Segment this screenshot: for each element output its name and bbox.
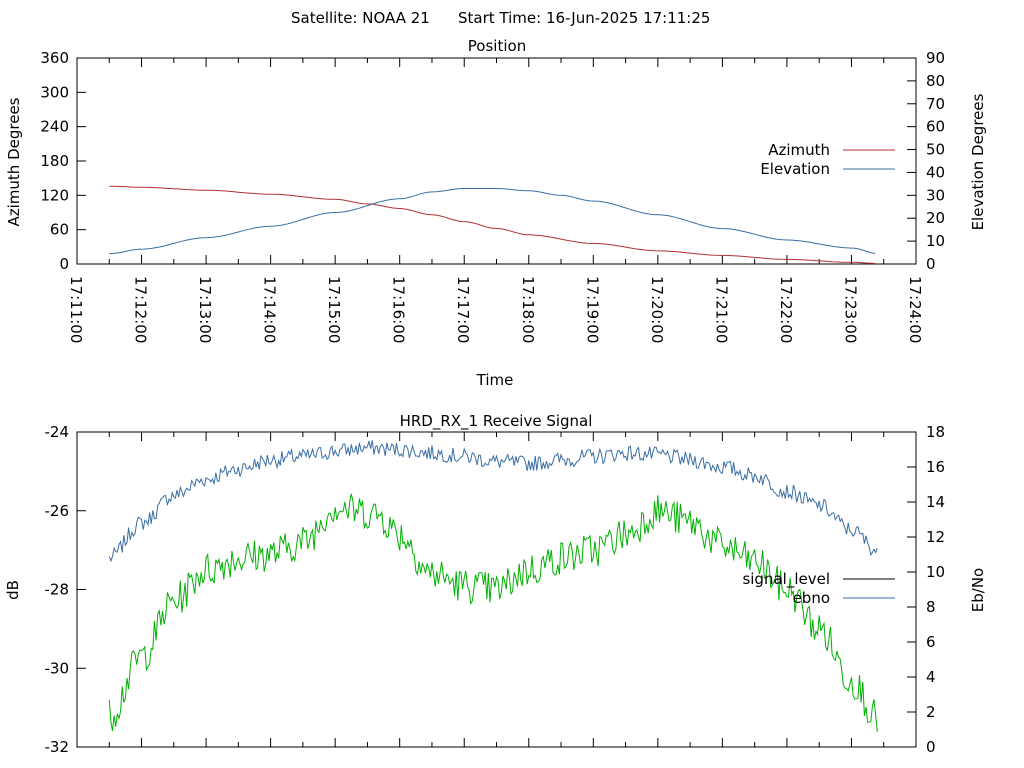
y-right-tick-label: 14 [926,493,945,511]
x-tick-label: 17:21:00 [712,276,730,343]
x-tick-label: 17:20:00 [648,276,666,343]
satellite-name: Satellite: NOAA 21 [291,9,430,27]
position-x-axis-label: Time [476,371,514,389]
y-left-tick-label: 0 [59,255,69,273]
azimuth-axis-label: Azimuth Degrees [5,97,23,226]
y-right-tick-label: 12 [926,528,945,546]
y-right-tick-label: 80 [926,72,945,90]
y-right-tick-label: 10 [926,232,945,250]
y-right-tick-label: 70 [926,95,945,113]
y-left-tick-label: 300 [40,83,69,101]
y-left-tick-label: -26 [45,502,70,520]
y-right-tick-label: 0 [926,255,936,273]
series-line-signal [108,493,878,732]
y-right-tick-label: 40 [926,163,945,181]
x-tick-label: 17:11:00 [67,276,85,343]
x-tick-label: 17:16:00 [390,276,408,343]
y-left-tick-label: -30 [45,659,70,677]
x-tick-label: 17:19:00 [583,276,601,343]
ebno-axis-label: Eb/No [969,568,987,612]
y-right-tick-label: 20 [926,209,945,227]
y-right-tick-label: 60 [926,118,945,136]
y-right-tick-label: 10 [926,563,945,581]
y-right-tick-label: 16 [926,458,945,476]
legend-label-signal-level: signal_level [742,570,830,589]
y-right-tick-label: 4 [926,668,936,686]
y-right-tick-label: 50 [926,141,945,159]
y-left-tick-label: 60 [50,221,69,239]
db-axis-label: dB [4,580,22,600]
series-line-Azimuth [109,185,876,264]
legend-label-Elevation: Elevation [760,160,830,178]
legend-label-ebno: ebno [793,589,830,607]
x-tick-label: 17:14:00 [261,276,279,343]
x-tick-label: 17:13:00 [196,276,214,343]
y-left-tick-label: 240 [40,118,69,136]
series-line-Elevation [109,188,876,255]
x-tick-label: 17:18:00 [519,276,537,343]
y-right-tick-label: 6 [926,633,936,651]
y-right-tick-label: 90 [926,49,945,67]
start-time: Start Time: 16-Jun-2025 17:11:25 [458,9,710,27]
x-tick-label: 17:23:00 [841,276,859,343]
position-chart-title: Position [468,37,526,55]
y-left-tick-label: 120 [40,186,69,204]
y-left-tick-label: -24 [45,423,70,441]
x-tick-label: 17:24:00 [906,276,924,343]
x-tick-label: 17:22:00 [777,276,795,343]
y-left-tick-label: 180 [40,152,69,170]
x-tick-label: 17:12:00 [132,276,150,343]
series-line-ebno [108,440,878,563]
position-chart: 17:11:00 17:12:00 17:13:00 17:14:00 17:15:00… [40,49,945,343]
y-right-tick-label: 30 [926,186,945,204]
y-left-tick-label: -32 [45,738,70,756]
y-left-tick-label: 360 [40,49,69,67]
y-right-tick-label: 8 [926,598,936,616]
elevation-axis-label: Elevation Degrees [969,93,987,230]
plot-frame [76,431,917,748]
y-right-tick-label: 0 [926,738,936,756]
x-tick-label: 17:15:00 [325,276,343,343]
receive-signal-chart: -32 -30 -28 -26 -24 0 2 4 6 8 10 12 14 16 18 signal_lev… [45,423,946,756]
y-right-tick-label: 18 [926,423,945,441]
y-right-tick-label: 2 [926,703,936,721]
y-left-tick-label: -28 [45,581,70,599]
signal-chart-title: HRD_RX_1 Receive Signal [400,412,593,431]
legend-label-Azimuth: Azimuth [768,141,830,159]
x-tick-label: 17:17:00 [454,276,472,343]
